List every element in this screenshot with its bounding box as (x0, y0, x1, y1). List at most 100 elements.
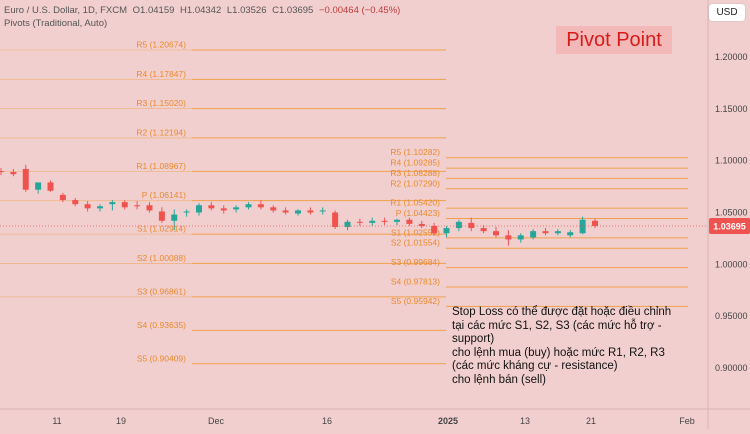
chart-header: Euro / U.S. Dollar, 1D, FXCM O1.04159 H1… (4, 4, 403, 30)
pivot-label: S3 (0.99684) (391, 257, 440, 267)
candle-body (59, 194, 66, 201)
pivot-label: R3 (1.08288) (390, 168, 440, 178)
pivot-label: S4 (0.93635) (137, 320, 186, 330)
candle-body (418, 223, 425, 226)
close-value: C1.03695 (272, 5, 314, 16)
pivot-label: S2 (1.00088) (137, 253, 186, 263)
candle-body (72, 200, 79, 205)
open-value: O1.04159 (132, 5, 175, 16)
last-price-label: 1.03695 (713, 222, 746, 232)
change-value: −0.00464 (−0.45%) (318, 5, 401, 16)
x-tick-label: Feb (679, 416, 695, 426)
pivot-point-badge: Pivot Point (556, 26, 672, 54)
x-tick-label: Dec (208, 416, 225, 426)
x-tick-label: 16 (322, 416, 332, 426)
pivot-label: R2 (1.12194) (136, 127, 186, 137)
candle-body (10, 172, 17, 175)
candle-body (208, 205, 215, 209)
candle-body (109, 202, 116, 205)
pivot-label: R5 (1.10282) (390, 147, 440, 157)
candle-body (97, 206, 103, 209)
pivot-label: R3 (1.15020) (136, 98, 186, 108)
candle-body (530, 231, 537, 238)
pivot-label: R5 (1.20674) (136, 40, 186, 50)
x-tick-label: 2025 (438, 416, 458, 426)
x-tick-label: 19 (116, 416, 126, 426)
candle-body (493, 231, 499, 236)
candle-body (443, 228, 450, 234)
pivot-label: R4 (1.09285) (390, 158, 440, 168)
candle-body (319, 210, 326, 212)
low-value: L1.03526 (226, 5, 267, 16)
candle-body (554, 231, 561, 234)
pivot-label: R1 (1.05420) (390, 198, 440, 208)
candle-body (356, 221, 363, 223)
candle-body (245, 204, 252, 208)
candle-body (146, 205, 153, 211)
candle-body (171, 214, 178, 221)
note-line: support) (452, 333, 495, 346)
pivot-label: S5 (0.90409) (137, 353, 186, 363)
candle-body (270, 207, 277, 211)
candle-body (332, 212, 339, 228)
candle-body (307, 210, 314, 213)
candle-body (579, 219, 586, 234)
candle-body (468, 222, 475, 229)
note-line: cho lệnh mua (buy) hoặc mức R1, R2, R3 (452, 346, 665, 359)
candle-body (517, 235, 524, 240)
candle-body (0, 171, 4, 173)
pivot-label: P (1.04423) (396, 208, 440, 218)
candle-body (480, 228, 487, 232)
note-line: cho lệnh bán (sell) (452, 373, 546, 386)
high-value: H1.04342 (180, 5, 222, 16)
y-tick-label: 0.95000 (715, 311, 748, 321)
candle-body (567, 232, 574, 236)
stop-loss-note: Stop Loss có thể được đặt hoặc điều chỉn… (452, 306, 692, 388)
x-tick-label: 11 (52, 416, 61, 426)
candle-body (22, 168, 29, 190)
pivot-label: S3 (0.96861) (137, 286, 186, 296)
note-line: Stop Loss có thể được đặt hoặc điều chỉn… (452, 306, 672, 318)
indicator-label[interactable]: Pivots (Traditional, Auto) (4, 18, 108, 29)
candle-body (282, 210, 289, 213)
candle-body (394, 219, 400, 222)
candle-body (295, 210, 301, 214)
x-tick-label: 13 (520, 416, 530, 426)
candle-body (220, 208, 227, 211)
candle-body (158, 211, 165, 221)
candle-body (257, 204, 264, 208)
pivot-label: R2 (1.07290) (390, 178, 440, 188)
pivot-label: R1 (1.08967) (136, 161, 186, 171)
candle-body (431, 225, 438, 234)
currency-button[interactable]: USD (709, 4, 745, 21)
pivot-label: S5 (0.95942) (391, 296, 440, 306)
y-tick-label: 1.05000 (715, 208, 748, 218)
pivot-label: R4 (1.17847) (136, 69, 186, 79)
y-tick-label: 1.15000 (715, 104, 748, 114)
candle-body (233, 207, 240, 210)
candle-body (35, 182, 42, 190)
candle-body (455, 221, 462, 229)
candle-body (134, 205, 141, 207)
pivot-label: S1 (1.02914) (137, 224, 186, 234)
candle-body (84, 204, 91, 209)
candle-body (183, 211, 190, 213)
instrument-name[interactable]: Euro / U.S. Dollar, 1D, FXCM (4, 5, 128, 16)
candle-body (505, 235, 512, 240)
x-tick-label: 21 (586, 416, 596, 426)
pivot-label: P (1.06141) (142, 190, 186, 200)
candle-body (344, 221, 351, 228)
ohlc-line: Euro / U.S. Dollar, 1D, FXCM O1.04159 H1… (4, 4, 403, 17)
pivot-label: S2 (1.01554) (391, 238, 440, 248)
pivot-label: S1 (1.02552) (391, 227, 440, 237)
candle-body (381, 220, 388, 222)
candle-body (121, 202, 128, 208)
y-tick-label: 1.00000 (715, 259, 748, 269)
candle-body (406, 219, 413, 224)
pivot-label: S4 (0.97813) (391, 277, 440, 287)
candle-body (369, 220, 376, 223)
candle-body (592, 220, 598, 226)
note-line: (các mức kháng cự - resistance) (452, 360, 618, 373)
